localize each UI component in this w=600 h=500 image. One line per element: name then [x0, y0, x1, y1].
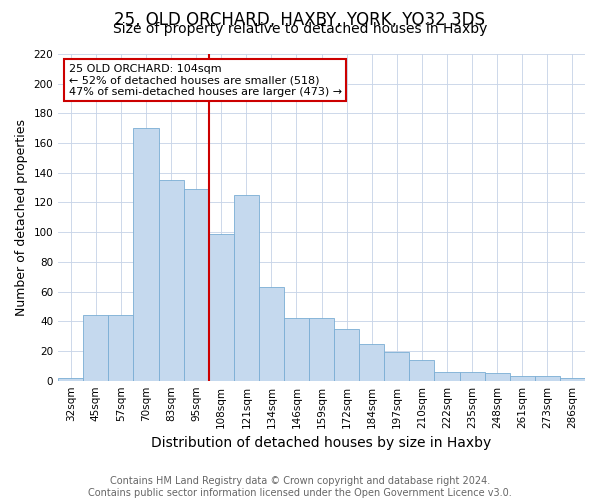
Bar [83, 316, 109, 380]
X-axis label: Distribution of detached houses by size in Haxby: Distribution of detached houses by size … [151, 436, 492, 450]
Bar [209, 234, 234, 380]
Bar [158, 180, 184, 380]
Text: 25, OLD ORCHARD, HAXBY, YORK, YO32 3DS: 25, OLD ORCHARD, HAXBY, YORK, YO32 3DS [115, 11, 485, 29]
Bar [560, 378, 585, 380]
Y-axis label: Number of detached properties: Number of detached properties [15, 119, 28, 316]
Text: Contains HM Land Registry data © Crown copyright and database right 2024.
Contai: Contains HM Land Registry data © Crown c… [88, 476, 512, 498]
Bar [385, 352, 409, 380]
Bar [434, 372, 460, 380]
Bar [234, 195, 259, 380]
Bar [109, 316, 133, 380]
Bar [284, 318, 309, 380]
Bar [535, 376, 560, 380]
Bar [409, 360, 434, 380]
Bar [309, 318, 334, 380]
Text: Size of property relative to detached houses in Haxby: Size of property relative to detached ho… [113, 22, 487, 36]
Bar [485, 374, 510, 380]
Bar [184, 189, 209, 380]
Bar [460, 372, 485, 380]
Text: 25 OLD ORCHARD: 104sqm
← 52% of detached houses are smaller (518)
47% of semi-de: 25 OLD ORCHARD: 104sqm ← 52% of detached… [69, 64, 342, 97]
Bar [359, 344, 385, 380]
Bar [259, 287, 284, 380]
Bar [133, 128, 158, 380]
Bar [58, 378, 83, 380]
Bar [510, 376, 535, 380]
Bar [334, 328, 359, 380]
